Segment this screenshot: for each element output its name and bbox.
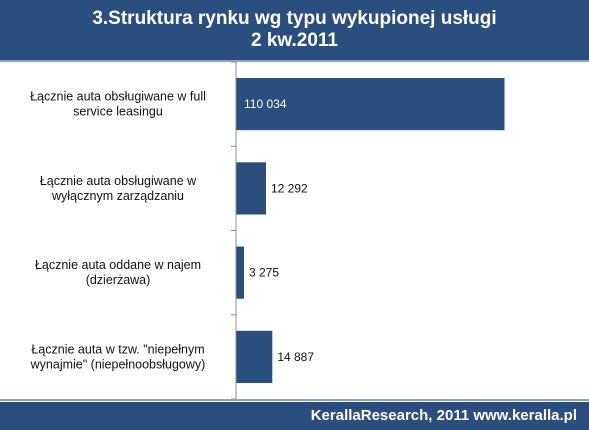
data-label-4: 14 887 [277, 350, 314, 364]
category-label-3-line-2: (dzierżawa) [86, 273, 151, 287]
category-label-2-line-2: wyłącznym zarządzaniu [51, 189, 184, 203]
category-label-4-line-1: Łącznie auta w tzw. "niepełnym [31, 342, 204, 356]
chart-title-line-1: 3.Struktura rynku wg typu wykupionej usł… [92, 8, 497, 29]
data-label-1: 110 034 [244, 97, 287, 111]
category-label-1-line-2: service leasingu [73, 105, 163, 119]
chart-title-banner: 3.Struktura rynku wg typu wykupionej usł… [0, 0, 589, 60]
category-label-4-line-2: wynajmie" (niepełnoobsługowy) [30, 357, 206, 371]
category-label-3-line-1: Łącznie auta oddane w najem [35, 258, 201, 272]
bar-3 [236, 246, 244, 299]
category-label-1-line-1: Łącznie auta obsługiwane w full [30, 90, 206, 104]
data-label-3: 3 275 [249, 266, 279, 280]
data-label-2: 12 292 [271, 181, 308, 195]
category-label-2-line-1: Łącznie auta obsługiwane w [40, 174, 197, 188]
source-footer: KerallaResearch, 2011 www.keralla.pl [0, 402, 589, 430]
header-divider [0, 60, 589, 62]
bar-1 [236, 78, 505, 131]
bar-4 [236, 330, 273, 383]
footer-divider [0, 399, 589, 401]
bar-2 [236, 162, 266, 215]
chart-title-line-2: 2 kw.2011 [251, 30, 338, 51]
